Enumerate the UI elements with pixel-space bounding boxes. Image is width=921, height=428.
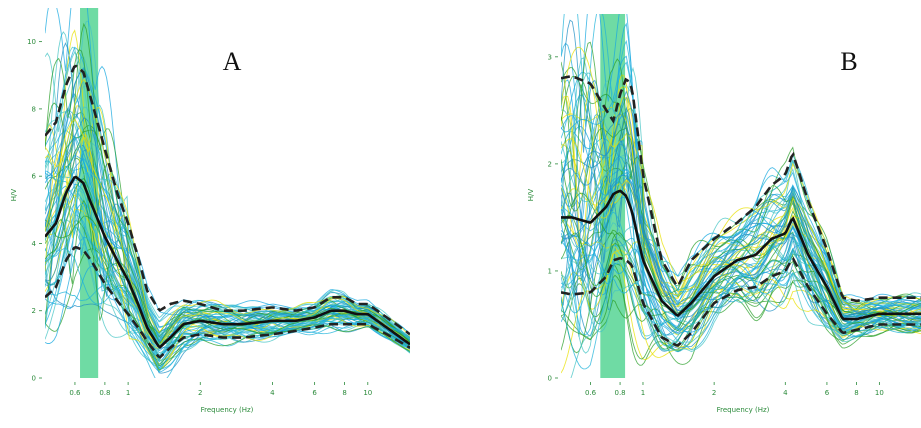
window-curves: [561, 14, 921, 378]
window-curve: [561, 139, 921, 334]
y-tick-label: 3: [548, 53, 552, 61]
window-curve: [561, 241, 921, 337]
window-curve: [561, 112, 921, 319]
x-tick-label: 1: [641, 389, 645, 397]
x-tick-label: 0.6: [69, 389, 81, 397]
x-tick-label: 6: [312, 389, 317, 397]
window-curve: [561, 46, 921, 307]
window-curve: [561, 55, 921, 307]
x-tick-label: 4: [270, 389, 275, 397]
window-curve: [561, 176, 921, 316]
y-tick-label: 8: [32, 105, 36, 113]
y-tick-label: 4: [32, 240, 37, 248]
window-curve: [561, 274, 921, 360]
x-tick-label: 10: [875, 389, 884, 397]
y-tick-label: 10: [27, 38, 36, 46]
window-curve: [561, 14, 921, 311]
x-tick-label: 8: [854, 389, 858, 397]
x-tick-label: 6: [825, 389, 830, 397]
window-curve: [561, 174, 921, 320]
window-curve: [45, 186, 410, 347]
y-tick-label: 2: [548, 160, 552, 168]
window-curve: [45, 135, 410, 346]
window-curve: [45, 93, 410, 343]
hv-chart-a-svg: 0 2 4 6 8 10 0.6 0.8 1 2 4 6 8 10 Frequency (Hz) H/V A: [10, 8, 410, 414]
y-tick-label: 0: [32, 375, 36, 383]
x-axis-label: Frequency (Hz): [717, 406, 770, 414]
window-curve: [45, 118, 410, 347]
series-lower-line: [561, 256, 921, 347]
x-tick-label: 1: [126, 389, 130, 397]
y-axis-label: H/V: [10, 189, 18, 202]
panel-label: B: [840, 47, 857, 76]
x-tick-label: 0.8: [614, 389, 625, 397]
window-curve: [561, 138, 921, 317]
hv-chart-b: 0 1 2 3 0.6 0.8 1 2 4 6 8 10 Frequency (Hz) H/V B: [461, 0, 921, 428]
window-curve: [45, 199, 410, 371]
y-tick-label: 2: [32, 307, 36, 315]
hv-chart-a: 0 2 4 6 8 10 0.6 0.8 1 2 4 6 8 10 Frequency (Hz) H/V A: [0, 0, 460, 428]
series-mean-line: [561, 189, 921, 321]
window-curve: [561, 127, 921, 313]
y-tick-label: 1: [548, 267, 552, 275]
series-lower-line: [45, 245, 410, 359]
window-curve: [45, 154, 410, 342]
window-curve: [45, 167, 410, 347]
series-upper-line: [561, 74, 921, 303]
x-tick-label: 8: [342, 389, 346, 397]
y-tick-label: 6: [32, 173, 37, 181]
x-tick-label: 0.6: [585, 389, 597, 397]
y-axis-label: H/V: [527, 189, 535, 202]
window-curve: [45, 68, 410, 343]
panel-label: A: [223, 47, 242, 76]
x-axis-label: Frequency (Hz): [201, 406, 254, 414]
x-tick-label: 0.8: [99, 389, 110, 397]
x-tick-label: 4: [783, 389, 788, 397]
hv-chart-b-svg: 0 1 2 3 0.6 0.8 1 2 4 6 8 10 Frequency (Hz) H/V B: [527, 14, 921, 414]
x-tick-label: 2: [198, 389, 202, 397]
x-tick-label: 10: [363, 389, 372, 397]
window-curve: [561, 280, 921, 365]
y-tick-label: 0: [548, 375, 552, 383]
window-curve: [561, 90, 921, 314]
window-curve: [45, 51, 410, 338]
x-tick-label: 2: [712, 389, 716, 397]
series-upper-line: [45, 64, 410, 336]
series-mean-line: [45, 175, 410, 349]
window-curve: [561, 41, 921, 317]
window-curve: [561, 258, 921, 370]
window-curve: [45, 203, 410, 367]
window-curve: [561, 241, 921, 338]
